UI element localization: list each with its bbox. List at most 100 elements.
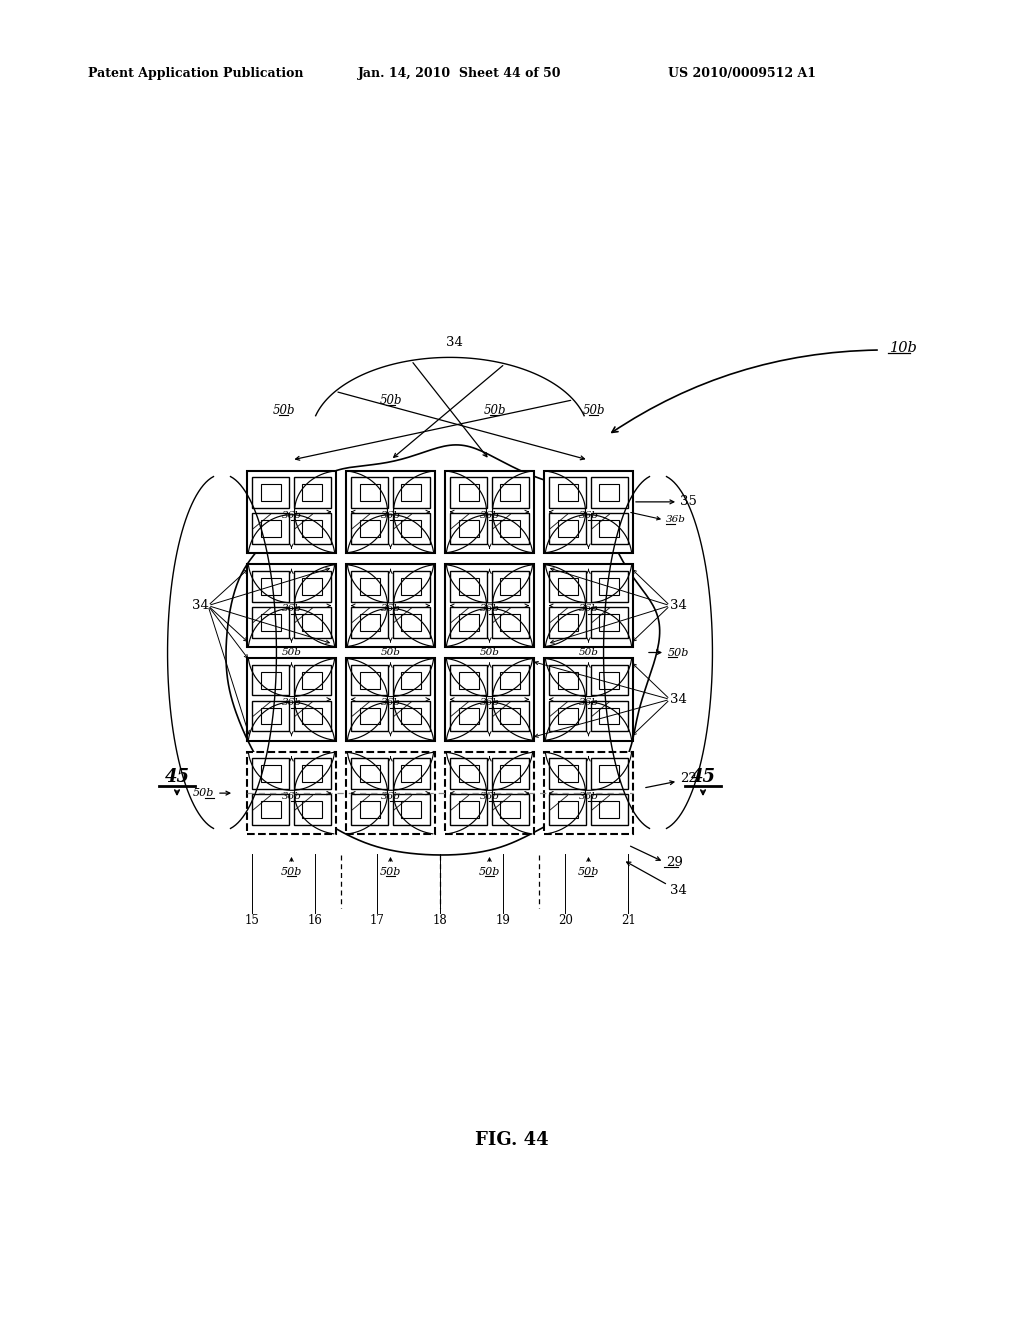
Text: 50b: 50b [579,648,598,657]
Bar [260,520,281,537]
Bar [247,565,336,647]
Bar [493,701,528,731]
Bar [599,484,620,502]
Bar [493,795,528,825]
Bar [445,565,535,647]
Bar [302,672,323,689]
Text: 50b: 50b [479,867,500,876]
Bar [557,801,578,818]
Bar [351,513,388,544]
Bar [549,607,586,638]
Bar [493,513,528,544]
Text: 36b: 36b [381,605,400,614]
Bar [294,607,331,638]
Text: 35: 35 [680,495,697,508]
Bar [501,801,520,818]
Text: 36b: 36b [579,698,598,708]
Bar [393,572,430,602]
Text: 19: 19 [496,913,510,927]
Bar [247,659,336,741]
Bar [401,801,422,818]
Text: 36b: 36b [479,511,500,520]
Bar [401,484,422,502]
Text: 50b: 50b [483,404,506,417]
Bar [260,484,281,502]
Bar [401,766,422,783]
Bar [252,665,289,696]
Bar [501,520,520,537]
Bar [252,759,289,789]
Bar [451,478,486,508]
Bar [346,471,435,553]
Text: 34: 34 [446,337,463,350]
Bar [351,607,388,638]
Bar [302,801,323,818]
Bar [591,572,628,602]
Bar [359,484,380,502]
Bar [599,614,620,631]
Bar [591,795,628,825]
Bar [294,795,331,825]
Bar [599,520,620,537]
Text: 50b: 50b [578,867,599,876]
Bar [359,578,380,595]
Text: Patent Application Publication: Patent Application Publication [88,67,303,81]
Text: 50b: 50b [380,867,401,876]
Bar [591,513,628,544]
Bar [557,672,578,689]
Bar [351,572,388,602]
Bar [493,607,528,638]
Bar [346,752,435,834]
Bar [591,478,628,508]
Bar [260,578,281,595]
Bar [451,665,486,696]
Text: 15: 15 [245,913,259,927]
Bar [346,659,435,741]
Bar [451,795,486,825]
Text: 34: 34 [670,599,686,612]
Bar [260,614,281,631]
Bar [359,614,380,631]
Bar [346,565,435,647]
Bar [501,578,520,595]
Text: 34: 34 [670,883,686,896]
Bar [351,665,388,696]
Bar [549,759,586,789]
Bar [493,478,528,508]
Bar [451,513,486,544]
Bar [260,801,281,818]
Bar [493,572,528,602]
Bar [445,659,535,741]
Bar [351,759,388,789]
Text: 36b: 36b [282,698,301,708]
Bar [393,795,430,825]
Bar [459,801,478,818]
Text: 50b: 50b [193,788,214,799]
Text: 36b: 36b [282,511,301,520]
Text: 18: 18 [432,913,447,927]
Bar [401,520,422,537]
Text: 50b: 50b [668,648,689,657]
Bar [260,672,281,689]
Bar [252,572,289,602]
Text: 36b: 36b [579,792,598,801]
Bar [302,578,323,595]
Text: 50b: 50b [479,648,500,657]
Bar [247,471,336,553]
Text: 45: 45 [165,768,189,787]
Bar [393,701,430,731]
Bar [252,513,289,544]
Bar [599,672,620,689]
Bar [557,614,578,631]
Bar [599,708,620,725]
Bar [445,471,535,553]
Bar [252,701,289,731]
Bar [445,752,535,834]
Bar [252,478,289,508]
Bar [247,752,336,834]
Bar [557,484,578,502]
Text: 50b: 50b [282,648,301,657]
Bar [393,665,430,696]
Text: 36b: 36b [479,792,500,801]
Bar [459,766,478,783]
